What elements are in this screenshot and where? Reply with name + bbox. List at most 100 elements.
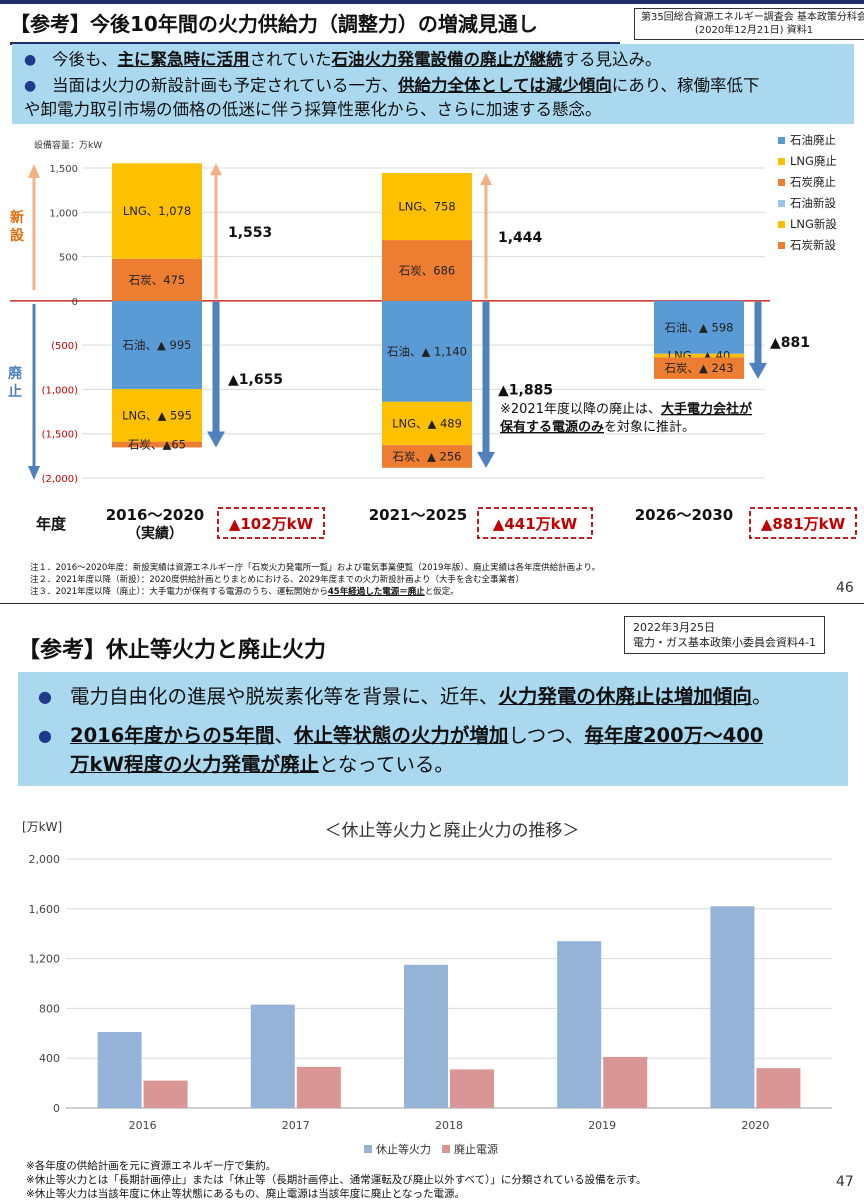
chart2-y-tick-label: 1,600 — [29, 903, 61, 916]
chart1-net-label: ▲881万kW — [761, 515, 846, 533]
chart1-y-tick-label: 500 — [59, 253, 78, 264]
chart1-legend-swatch — [778, 137, 785, 144]
note-2021-line2: 保有する電源のみを対象に推計。 — [499, 419, 695, 435]
chart2-bar — [710, 906, 755, 1108]
chart1-y-ticks: 1,500 1,000 500 0 (500) (1,000) (1,500) (2,000) — [42, 164, 79, 485]
chart2-y-tick-label: 2,000 — [29, 853, 61, 866]
chart1-category-label: 2021～2025 — [369, 506, 468, 524]
chart1-bars: 石油、▲ 995 LNG、▲ 595 石炭、▲65 石炭、475 LNG、1,078 石油… — [112, 163, 744, 468]
chart2-legend: 休止等火力 廃止電源 — [364, 1142, 498, 1156]
chart1-segment-label: 石炭、475 — [129, 273, 185, 287]
chart1-bar-segment — [382, 300, 472, 402]
chart1-segment-label: 石炭、▲ 243 — [665, 361, 734, 375]
chart2-y-tick-label: 1,200 — [29, 953, 61, 966]
note-2021-line1: ※2021年度以降の廃止は、大手電力会社が — [500, 401, 752, 417]
chart1-segment-label: 石炭、▲65 — [128, 438, 186, 452]
chart2-bars — [97, 906, 801, 1108]
slide1-summary-box — [12, 44, 854, 124]
slide1-source-box: 第35回総合資源エネルギー調査会 基本政策分科会 (2020年12月21日) 資… — [634, 8, 864, 40]
chart2-bar — [404, 964, 448, 1108]
year-axis-label: 年度 — [36, 515, 67, 533]
chart1-segment-label: 石炭、▲ 256 — [393, 449, 462, 463]
chart1-y-tick-label: 1,000 — [49, 208, 78, 219]
chart2-x-tick-label: 2018 — [435, 1119, 463, 1132]
chart1-retire-arrow-head — [477, 451, 495, 468]
side-label-retire-1: 廃 — [8, 365, 23, 382]
chart1-bar-segment — [654, 357, 744, 379]
chart2-x-tick-label: 2019 — [588, 1119, 616, 1132]
chart1-retire-arrow-head — [749, 362, 767, 379]
chart1-y-tick-label: (1,000) — [42, 385, 79, 396]
side-label-new-2: 設 — [10, 227, 25, 244]
slide1-title: 【参考】今後10年間の火力供給力（調整力）の増減見通し — [10, 8, 620, 45]
slide2-source-line1: 2022年3月25日 — [633, 621, 715, 634]
side-arrow-new-head — [28, 164, 40, 178]
chart1-retire-arrow — [482, 301, 490, 453]
chart1-legend-label: 石炭廃止 — [790, 175, 836, 189]
chart1-legend-swatch — [778, 221, 785, 228]
slide2-page-number: 47 — [836, 1174, 854, 1190]
chart1-bar-segment — [382, 401, 472, 446]
chart1-bar-segment — [112, 258, 202, 301]
side-label-new-1: 新 — [10, 209, 24, 226]
chart2-categories: 2016 2017 2018 2019 2020 — [129, 1119, 770, 1132]
chart1-retire-arrow-head — [207, 431, 225, 448]
chart1-retire-total-label: ▲881 — [770, 335, 810, 351]
bullet-dot-icon: ● — [24, 78, 37, 94]
chart2-bar — [250, 1004, 295, 1108]
chart1-y-tick-label: 1,500 — [49, 164, 78, 175]
chart1-new-total-label: 1,444 — [498, 230, 543, 246]
chart1-y-tick-label: 0 — [72, 297, 78, 308]
chart1-legend-label: 石油廃止 — [790, 133, 836, 147]
chart1-legend-swatch — [778, 200, 785, 207]
chart1-bar-segment — [654, 353, 744, 358]
chart2-y-tick-label: 0 — [53, 1102, 60, 1115]
chart2-y-tick-label: 400 — [39, 1052, 60, 1065]
slide2-note-3: ※休止等火力は当該年度に休止等状態にあるもの、廃止電源は当該年度に廃止となった電… — [26, 1188, 465, 1200]
slide2-footnotes: ※各年度の供給計画を元に資源エネルギー庁で集約。 ※休止等火力とは「長期計画停止… — [26, 1159, 647, 1201]
chart1-new-arrow-head — [480, 172, 492, 185]
chart1-legend-swatch — [778, 158, 785, 165]
chart1-net-box — [477, 507, 593, 539]
chart1-legend-swatch — [778, 179, 785, 186]
chart1-net-label: ▲441万kW — [493, 515, 578, 533]
chart2-bar — [557, 941, 602, 1108]
slide2-source-line2: 電力・ガス基本政策小委員会資料4-1 — [633, 636, 816, 649]
slide1-note-3: 注３．2021年度以降（廃止）：大手電力が保有する電源のうち、運転開始から45年… — [30, 587, 459, 597]
chart1-segment-label: 石油、▲ 1,140 — [387, 344, 467, 358]
chart1-bar-segment — [112, 300, 202, 389]
slide1-note-1: 注１．2016～2020年度：新設実績は資源エネルギー庁「石炭火力発電所一覧」お… — [30, 563, 601, 573]
chart1-retire-total-label: ▲1,655 — [228, 372, 283, 388]
chart1-y-tick-label: (2,000) — [42, 474, 79, 485]
chart2-bar — [603, 1056, 648, 1108]
chart1-arrows: 1,553 ▲1,655 1,444 ▲1,885 ▲881 — [28, 163, 810, 480]
top-accent-bar — [0, 0, 864, 4]
chart1-retire-arrow — [754, 301, 762, 364]
chart2-bar — [97, 1032, 142, 1108]
slide1-source-line1: 第35回総合資源エネルギー調査会 基本政策分科会 — [641, 12, 864, 23]
chart1-category-label: 2016～2020 — [106, 506, 205, 524]
chart1-retire-arrow — [212, 301, 220, 433]
chart2-legend-swatch — [442, 1145, 450, 1153]
chart1-retire-total-label: ▲1,885 — [498, 382, 553, 398]
chart2-y-tick-label: 800 — [39, 1002, 60, 1015]
chart2-x-tick-label: 2016 — [129, 1119, 157, 1132]
chart2-bar — [143, 1080, 188, 1108]
chart1-bar-segment — [382, 240, 472, 301]
chart1-net-label: ▲102万kW — [229, 515, 314, 533]
chart1-bar-segment — [382, 445, 472, 468]
chart2-bar — [296, 1066, 341, 1108]
chart1-legend-label: 石炭新設 — [790, 238, 836, 252]
chart1-legend-swatch — [778, 242, 785, 249]
chart1-legend-label: LNG廃止 — [790, 154, 837, 168]
side-label-retire-2: 止 — [8, 383, 22, 400]
chart1-segment-label: LNG、▲ 489 — [392, 416, 462, 430]
chart2-bar — [756, 1068, 801, 1108]
chart2-bar — [450, 1069, 494, 1108]
chart2-y-ticks: 0 400 800 1,200 1,600 2,000 — [29, 853, 61, 1115]
chart1-y-tick-label: (1,500) — [42, 430, 79, 441]
chart1-bar-segment — [112, 388, 202, 442]
chart1-segment-label: 石炭、686 — [399, 263, 455, 277]
chart2-x-tick-label: 2020 — [741, 1119, 769, 1132]
